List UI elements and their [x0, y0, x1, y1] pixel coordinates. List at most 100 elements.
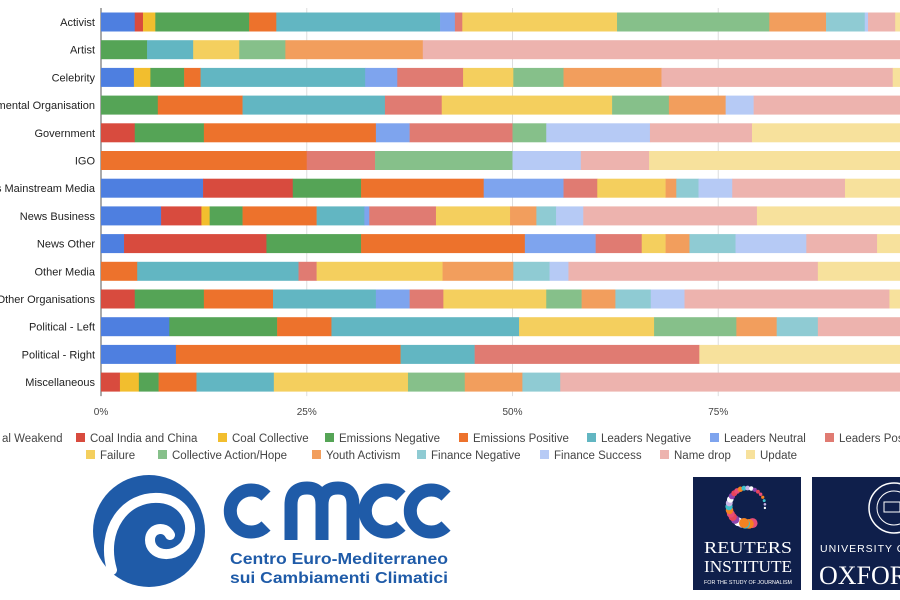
bar-segment	[242, 206, 317, 226]
reuters-dot	[758, 492, 763, 496]
bars	[101, 12, 900, 392]
bar-segment	[864, 12, 869, 32]
oxford-crest-book	[883, 501, 900, 513]
legend-swatch	[417, 450, 426, 459]
bar-segment	[522, 372, 561, 392]
bar-segment	[524, 234, 596, 254]
reuters-dots-emblem	[725, 485, 767, 529]
bar-segment	[119, 372, 140, 392]
bar-segment	[844, 178, 900, 198]
legend-swatch	[459, 433, 468, 442]
bar-segment	[463, 67, 514, 87]
bar-segment	[665, 234, 690, 254]
bar-segment	[769, 12, 827, 32]
bar-segment	[273, 372, 409, 392]
cmcc-letter-m	[284, 481, 360, 540]
bar-segment	[665, 178, 677, 198]
category-label: Miscellaneous	[25, 377, 95, 389]
bar-segment	[384, 95, 443, 115]
bar-segment	[422, 40, 900, 60]
category-label: Other Media	[34, 266, 95, 278]
bar-segment	[101, 67, 135, 87]
bar-segment	[193, 40, 240, 60]
gridlines	[100, 8, 719, 397]
bar-segment	[756, 206, 900, 226]
cmcc-logo: Centro Euro-Mediterraneo sui Cambiamenti…	[93, 475, 451, 587]
bar-segment	[101, 151, 308, 170]
bar-segment	[101, 95, 159, 115]
bar-segment	[184, 67, 201, 87]
legend-swatch	[540, 450, 549, 459]
bar-segment	[242, 95, 386, 115]
category-label: Political - Right	[22, 349, 95, 361]
legend-label: Finance Negative	[431, 450, 521, 462]
bar-segment	[668, 95, 726, 115]
legend-swatch	[746, 450, 755, 459]
category-label: Activist	[60, 17, 95, 29]
bar-segment	[203, 123, 377, 143]
legend-swatch	[710, 433, 719, 442]
bar-segment	[512, 123, 547, 143]
bar-segment	[266, 234, 362, 254]
bar-segment	[200, 67, 366, 87]
bar-segment	[817, 317, 900, 337]
legend-label: Leaders Negative	[601, 433, 691, 445]
reuters-dot	[756, 489, 760, 494]
university-of-oxford-logo: UNIVERSITY OF OXFORD	[812, 477, 900, 590]
bar-segment	[806, 234, 878, 254]
x-tick-label: 75%	[708, 407, 728, 418]
bar-segment	[549, 261, 569, 281]
bar-segment	[563, 67, 662, 87]
legend-label: Collective Action/Hope	[172, 450, 287, 462]
bar-segment	[203, 289, 274, 309]
bar-segment	[306, 151, 376, 170]
oxford-logo-bg	[812, 477, 900, 590]
bar-segment	[736, 317, 777, 337]
cmcc-subtitle-2: sui Cambiamenti Climatici	[230, 570, 448, 587]
cmcc-subtitle-1: Centro Euro-Mediterraneo	[230, 551, 448, 568]
reuters-institute-logo: REUTERS INSTITUTE FOR THE STUDY OF JOURN…	[693, 477, 801, 590]
bar-segment	[407, 372, 466, 392]
bar-segment	[751, 123, 900, 143]
x-tick-label: 0%	[94, 407, 109, 418]
legend-label: Leaders Pos	[839, 433, 900, 445]
bar-segment	[316, 206, 365, 226]
bar-segment	[409, 289, 444, 309]
bar-segment	[169, 317, 278, 337]
bar-segment	[442, 261, 514, 281]
bar-segment	[134, 123, 205, 143]
bar-segment	[889, 289, 900, 309]
cmcc-letter-c	[358, 483, 406, 539]
category-label: Artist	[70, 45, 95, 57]
legend-label: al Weakend	[2, 433, 63, 445]
bar-segment	[101, 317, 170, 337]
bar-segment	[316, 261, 443, 281]
bar-segment	[689, 234, 736, 254]
bar-segment	[510, 206, 537, 226]
bar-segment	[512, 151, 582, 170]
bar-segment	[649, 151, 900, 170]
legend-label: Emissions Positive	[473, 433, 569, 445]
bar-segment	[101, 12, 136, 32]
oxford-line2: OXFORD	[819, 561, 900, 590]
bar-segment	[101, 178, 204, 198]
bar-segment	[150, 67, 185, 87]
category-label: News Business	[20, 211, 96, 223]
category-labels: Activist Artist Celebrity mental Organisati…	[0, 17, 96, 389]
bar-segment	[369, 206, 437, 226]
bar-segment	[519, 317, 655, 337]
bar-segment	[101, 234, 125, 254]
bar-segment	[698, 178, 733, 198]
legend-swatch	[86, 450, 95, 459]
bar-segment	[684, 289, 890, 309]
bar-segment	[661, 67, 894, 87]
bar-segment	[641, 234, 666, 254]
reuters-line3: FOR THE STUDY OF JOURNALISM	[704, 580, 792, 586]
legend-swatch	[218, 433, 227, 442]
reuters-dot	[749, 486, 754, 491]
legend-label: Name drop	[674, 450, 731, 462]
cmcc-wave-swirl	[103, 492, 195, 575]
bar-segment	[563, 178, 598, 198]
reuters-dot	[763, 502, 767, 506]
bar-segment	[361, 178, 484, 198]
